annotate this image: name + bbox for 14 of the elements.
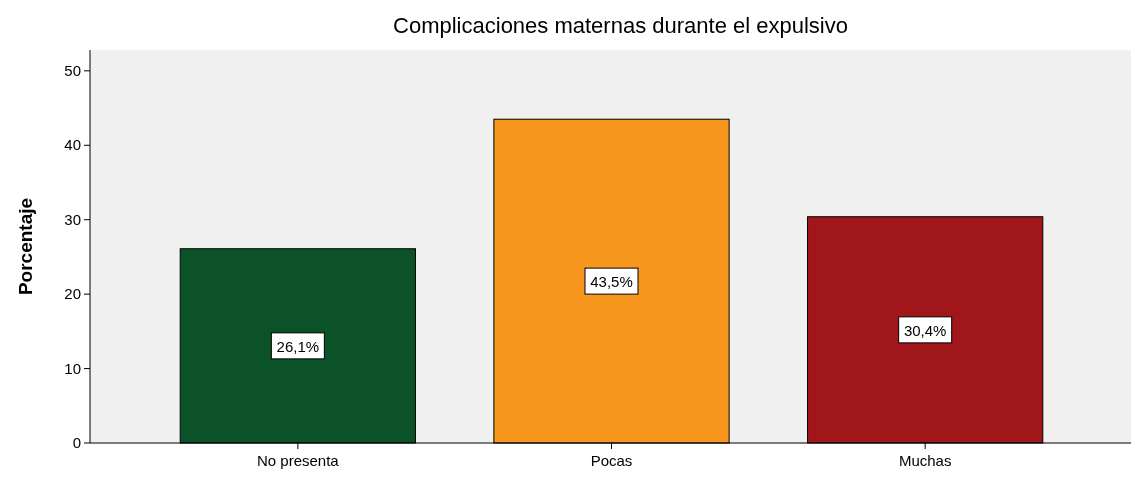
- y-tick-label: 10: [64, 359, 81, 377]
- data-label: 26,1%: [276, 337, 320, 355]
- y-tick-label: 40: [64, 136, 81, 154]
- y-axis-title: Porcentaje: [15, 197, 36, 296]
- x-tick-label: No presenta: [256, 452, 340, 469]
- data-label: 30,4%: [903, 321, 947, 339]
- y-tick-label: 20: [64, 285, 81, 303]
- chart-title: Complicaciones maternas durante el expulsivo: [393, 13, 848, 38]
- y-tick-label: 50: [64, 61, 81, 79]
- x-tick-label: Muchas: [898, 452, 952, 469]
- x-tick-label: Pocas: [590, 452, 633, 469]
- y-tick-label: 30: [64, 210, 81, 228]
- y-tick-label: 0: [72, 434, 81, 451]
- data-label: 43,5%: [590, 273, 633, 291]
